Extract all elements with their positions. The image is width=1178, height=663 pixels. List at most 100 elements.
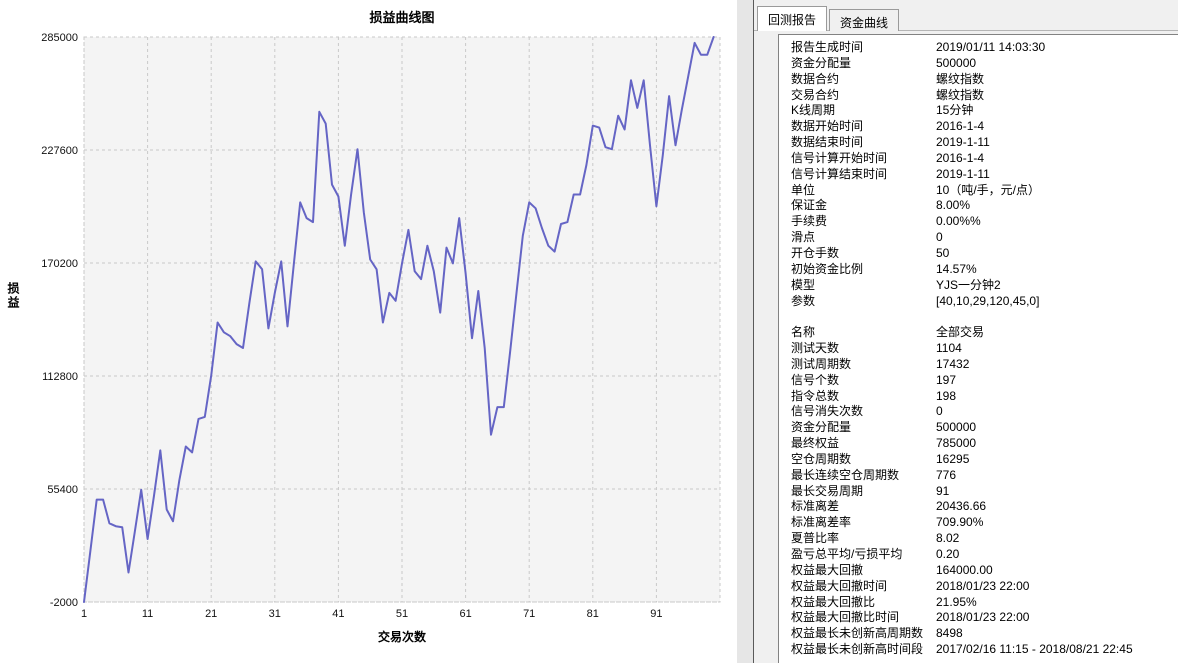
row-label: 资金分配量: [791, 55, 852, 70]
report-row: 测试天数 1104: [791, 341, 1178, 357]
y-tick-label: 55400: [47, 484, 78, 496]
report-row: 保证金 8.00%: [791, 198, 1178, 214]
row-value: 2019-1-11: [936, 135, 990, 150]
report-row: 单位 10（吨/手，元/点）: [791, 183, 1178, 199]
row-label: 模型: [791, 277, 816, 292]
y-tick-label: 285000: [41, 32, 78, 44]
y-tick-label: 170200: [41, 258, 78, 270]
report-row: 权益最长未创新高时间段 2017/02/16 11:15 - 2018/08/21…: [791, 642, 1178, 658]
report-row: 信号个数 197: [791, 373, 1178, 389]
report-row: 开仓手数 50: [791, 246, 1178, 262]
report-row: 信号消失次数 0: [791, 404, 1178, 420]
report-row: K线周期 15分钟: [791, 103, 1178, 119]
row-label: 初始资金比例: [791, 261, 864, 276]
report-row: 数据结束时间 2019-1-11: [791, 135, 1178, 151]
report-row: 资金分配量 500000: [791, 420, 1178, 436]
report-row: 权益最大回撤比 21.95%: [791, 595, 1178, 611]
row-label: 权益最大回撤比时间: [791, 610, 900, 625]
row-label: 权益最长未创新高周期数: [791, 626, 924, 641]
row-value: 全部交易: [936, 325, 985, 340]
row-value: 0.20: [936, 547, 960, 561]
row-value: 2018/01/23 22:00: [936, 610, 1030, 625]
report-row: 指令总数 198: [791, 389, 1178, 405]
row-value: 8.02: [936, 531, 960, 546]
x-tick-label: 51: [396, 608, 408, 620]
report-row: 测试周期数 17432: [791, 357, 1178, 373]
report-row: 信号计算开始时间 2016-1-4: [791, 151, 1178, 167]
report-row: 权益最长未创新高周期数 8498: [791, 626, 1178, 642]
x-tick-label: 1: [81, 608, 87, 620]
row-label: 报告生成时间: [791, 40, 864, 54]
row-value: 2016-1-4: [936, 119, 985, 134]
x-tick-label: 71: [523, 608, 535, 620]
pane-splitter[interactable]: [737, 0, 754, 663]
row-label: 权益最长未创新高时间段: [791, 642, 924, 657]
report-row: 交易合约 螺纹指数: [791, 88, 1178, 104]
row-label: 信号消失次数: [791, 404, 864, 419]
report-row: 权益最大回撤时间 2018/01/23 22:00: [791, 579, 1178, 595]
row-value: 785000: [936, 436, 977, 451]
tab-equity-curve[interactable]: 资金曲线: [829, 9, 900, 31]
row-label: 标准离差率: [791, 515, 852, 530]
report-row: 名称 全部交易: [791, 325, 1178, 341]
row-value: 91: [936, 483, 950, 498]
row-value: 50: [936, 245, 950, 260]
row-label: 最终权益: [791, 436, 840, 451]
row-label: 权益最大回撤: [791, 562, 864, 577]
report-row: 信号计算结束时间 2019-1-11: [791, 167, 1178, 183]
row-label: 夏普比率: [791, 531, 840, 546]
report-row-blank: [791, 309, 1178, 325]
y-tick-label: 112800: [42, 371, 78, 383]
row-value: 709.90%: [936, 515, 984, 530]
row-label: 交易合约: [791, 87, 840, 102]
row-label: 指令总数: [791, 388, 840, 403]
row-value: 500000: [936, 55, 977, 70]
row-value: 0.00%%: [936, 214, 981, 229]
row-value: 8.00%: [936, 198, 971, 213]
x-axis-title: 交易次数: [377, 630, 426, 644]
report-row: 标准离差 20436.66: [791, 499, 1178, 515]
row-value: 164000.00: [936, 562, 993, 577]
tab-strip-baseline: [754, 30, 1178, 31]
x-tick-label: 81: [587, 608, 599, 620]
row-value: 197: [936, 372, 957, 387]
report-row: 最终权益 785000: [791, 436, 1178, 452]
row-label: 信号计算结束时间: [791, 166, 888, 181]
row-value: 2016-1-4: [936, 150, 985, 165]
report-row: 报告生成时间 2019/01/11 14:03:30: [791, 40, 1178, 56]
pl-curve: [83, 36, 715, 603]
report-row: 最长连续空仓周期数 776: [791, 468, 1178, 484]
row-value: 776: [936, 467, 957, 482]
y-axis-title: 损益: [6, 282, 20, 310]
row-value: 20436.66: [936, 499, 987, 514]
row-value: 17432: [936, 356, 970, 371]
row-value: 2017/02/16 11:15 - 2018/08/21 22:45: [936, 642, 1133, 657]
x-tick-label: 31: [269, 608, 281, 620]
row-value: 2019/01/11 14:03:30: [936, 40, 1046, 54]
row-label: 空仓周期数: [791, 451, 852, 466]
report-row: 数据开始时间 2016-1-4: [791, 119, 1178, 135]
row-value: 500000: [936, 420, 977, 435]
row-label: 保证金: [791, 198, 828, 213]
row-label: 盈亏总平均/亏损平均: [791, 547, 903, 561]
row-label: 测试周期数: [791, 356, 852, 371]
row-value: 10（吨/手，元/点）: [936, 182, 1041, 197]
row-label: 资金分配量: [791, 420, 852, 435]
row-label: 开仓手数: [791, 245, 840, 260]
row-value: 2018/01/23 22:00: [936, 578, 1030, 593]
y-tick-label: -2000: [50, 597, 78, 609]
row-value: 螺纹指数: [936, 71, 985, 86]
row-label: 最长交易周期: [791, 483, 864, 498]
report-panel: 回测报告 资金曲线 报告生成时间 2019/01/11 14:03:30 资金分配量…: [754, 0, 1178, 663]
row-value: 8498: [936, 626, 963, 641]
report-row: 最长交易周期 91: [791, 484, 1178, 500]
row-label: 信号计算开始时间: [791, 150, 888, 165]
row-label: 数据开始时间: [791, 119, 864, 134]
report-row: 夏普比率 8.02: [791, 531, 1178, 547]
row-value: YJS一分钟2: [936, 277, 1001, 292]
tab-backtest-report[interactable]: 回测报告: [757, 6, 828, 31]
row-value: 15分钟: [936, 103, 974, 118]
row-label: 最长连续空仓周期数: [791, 467, 900, 482]
